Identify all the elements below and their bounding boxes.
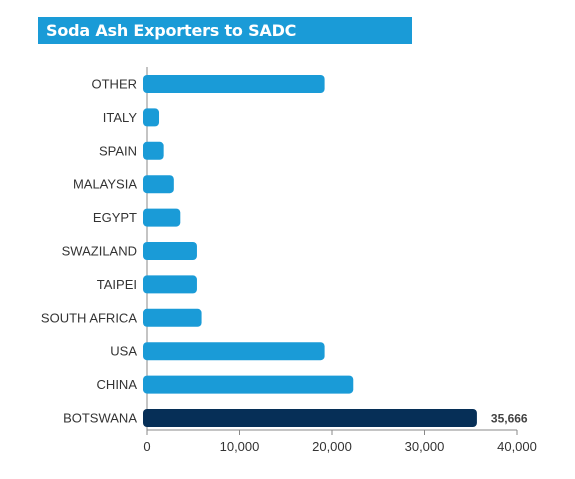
chart-axes [146, 67, 517, 431]
x-tick-labels: 0 10,000 20,000 30,000 40,000 [143, 430, 537, 454]
x-tick-label: 20,000 [312, 439, 352, 454]
bar-botswana [143, 409, 477, 427]
x-tick-label: 40,000 [497, 439, 537, 454]
category-label-italy: ITALY [103, 110, 138, 125]
bar-spain [143, 141, 164, 160]
data-label-botswana: 35,666 [491, 412, 528, 426]
category-label-egypt: EGYPT [93, 210, 137, 225]
category-label-south-africa: SOUTH AFRICA [41, 310, 137, 325]
category-label-china: CHINA [97, 377, 138, 392]
data-labels: 35,666 [491, 412, 528, 426]
x-tick-label: 0 [143, 439, 150, 454]
chart-bars [143, 75, 477, 427]
x-tick-label: 10,000 [220, 439, 260, 454]
chart-title: Soda Ash Exporters to SADC [46, 21, 297, 40]
bar-egypt [143, 208, 181, 227]
category-labels: OTHER ITALY SPAIN MALAYSIA EGYPT SWAZILAND TAI… [41, 77, 137, 426]
category-label-taipei: TAIPEI [97, 277, 137, 292]
x-tick-label: 30,000 [405, 439, 445, 454]
bar-italy [143, 108, 160, 127]
bar-other [143, 75, 325, 93]
category-label-spain: SPAIN [99, 143, 137, 158]
category-label-usa: USA [110, 344, 137, 359]
bar-taipei [143, 275, 197, 294]
bar-swaziland [143, 242, 197, 260]
bar-usa [143, 342, 325, 361]
category-label-other: OTHER [92, 77, 138, 92]
category-label-botswana: BOTSWANA [63, 411, 137, 426]
bar-malaysia [143, 175, 174, 194]
chart-title-bar: Soda Ash Exporters to SADC [38, 17, 412, 44]
bar-china [143, 375, 354, 394]
bar-south-africa [143, 308, 202, 327]
category-label-malaysia: MALAYSIA [73, 177, 137, 192]
category-label-swaziland: SWAZILAND [62, 244, 137, 259]
